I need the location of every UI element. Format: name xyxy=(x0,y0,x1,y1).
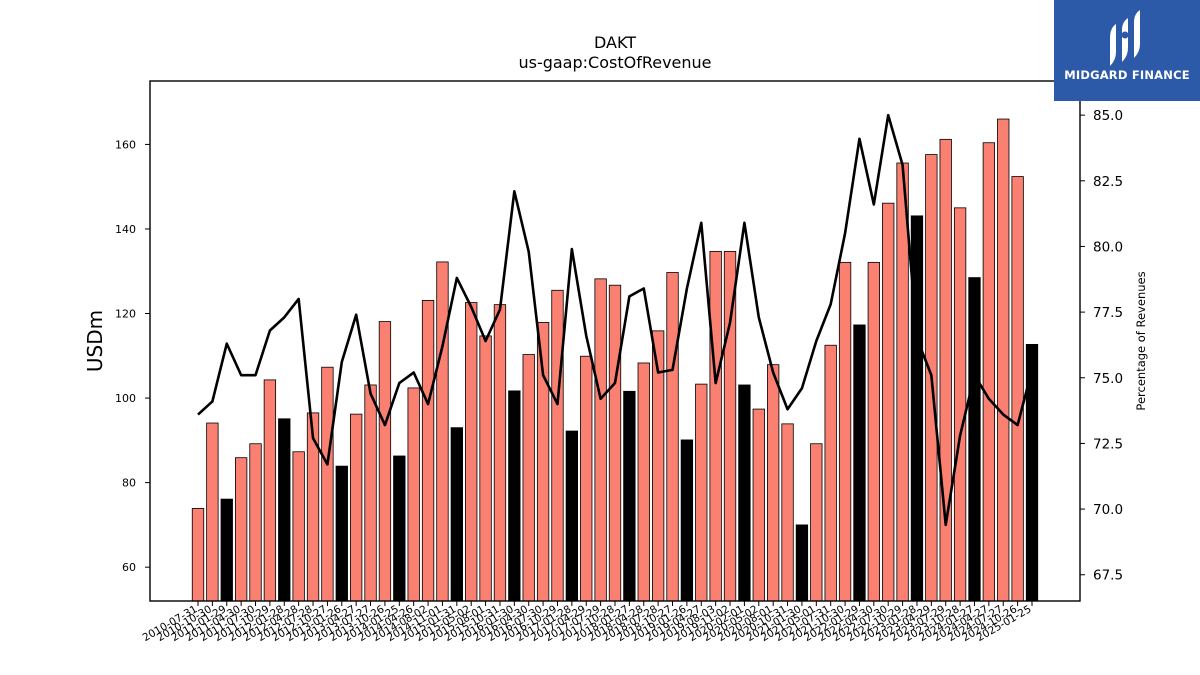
y2-tick-label: 85.0 xyxy=(1093,108,1123,124)
bar xyxy=(191,508,205,602)
bar xyxy=(278,418,291,602)
bar xyxy=(968,277,981,602)
bar xyxy=(608,284,622,602)
bar xyxy=(666,272,679,602)
bar xyxy=(623,390,636,602)
y2-tick-label: 70.0 xyxy=(1093,502,1123,518)
y-tick-label: 60 xyxy=(122,561,136,574)
bar xyxy=(465,302,478,602)
brand-name: MIDGARD FINANCE xyxy=(1064,68,1190,82)
bar xyxy=(421,300,435,602)
y2-tick-label: 75.0 xyxy=(1093,371,1123,387)
bar xyxy=(838,261,852,602)
bar xyxy=(321,366,334,602)
y-axis-label: USDm xyxy=(83,310,107,372)
bar xyxy=(953,207,967,602)
y-tick-label: 80 xyxy=(122,477,136,490)
y2-tick-label: 80.0 xyxy=(1093,239,1123,255)
bar xyxy=(580,355,593,602)
y-tick-label: 100 xyxy=(115,392,136,405)
bar xyxy=(723,250,737,602)
revenue-pct-line xyxy=(197,113,1034,527)
bar xyxy=(206,422,219,602)
y2-axis-label: Percentage of Revenues xyxy=(1134,271,1148,410)
y-tick-label: 140 xyxy=(115,223,136,236)
bar xyxy=(680,439,694,602)
chart-subtitle: us-gaap:CostOfRevenue xyxy=(518,53,711,72)
bar xyxy=(335,465,348,602)
bar xyxy=(795,524,809,602)
bar xyxy=(853,324,866,602)
bar xyxy=(436,261,449,602)
bar xyxy=(220,498,233,602)
bar xyxy=(249,443,262,602)
bar xyxy=(393,455,406,602)
bar xyxy=(767,364,780,602)
bar xyxy=(493,304,507,602)
bar xyxy=(997,118,1010,602)
bar xyxy=(1011,176,1024,602)
bar xyxy=(522,354,535,602)
y2-tick-label: 72.5 xyxy=(1093,436,1123,452)
bar xyxy=(551,289,564,602)
line-group xyxy=(197,113,1034,527)
y-tick-label: 160 xyxy=(115,138,136,151)
y2-tick-label: 67.5 xyxy=(1093,568,1123,584)
bar xyxy=(738,384,751,602)
bar xyxy=(910,215,924,602)
brand-mark-icon xyxy=(1110,10,1140,66)
bar xyxy=(364,384,377,602)
bar xyxy=(508,390,521,602)
bar xyxy=(306,412,320,602)
bar xyxy=(637,362,650,602)
bar xyxy=(350,413,363,602)
chart-title: DAKT xyxy=(594,33,636,52)
bar xyxy=(939,138,952,602)
bar xyxy=(982,142,996,602)
bar xyxy=(752,408,765,602)
bar xyxy=(867,261,880,602)
brand-logo: MIDGARD FINANCE xyxy=(1054,0,1200,101)
y2-tick-label: 77.5 xyxy=(1093,305,1123,321)
bar xyxy=(479,335,492,602)
bar xyxy=(234,457,248,602)
bar xyxy=(407,387,420,602)
bar xyxy=(292,451,305,602)
bar xyxy=(565,430,579,602)
y2-tick-label: 82.5 xyxy=(1093,174,1123,190)
bar xyxy=(709,250,722,602)
bar xyxy=(594,278,607,602)
bars-group xyxy=(191,118,1039,602)
bar xyxy=(378,321,392,602)
bar xyxy=(882,202,895,602)
bar xyxy=(695,383,708,602)
bar xyxy=(781,423,794,602)
bar xyxy=(810,443,823,602)
bar xyxy=(824,344,837,602)
bar xyxy=(263,379,277,602)
bar xyxy=(450,427,463,602)
y-tick-label: 120 xyxy=(115,308,136,321)
